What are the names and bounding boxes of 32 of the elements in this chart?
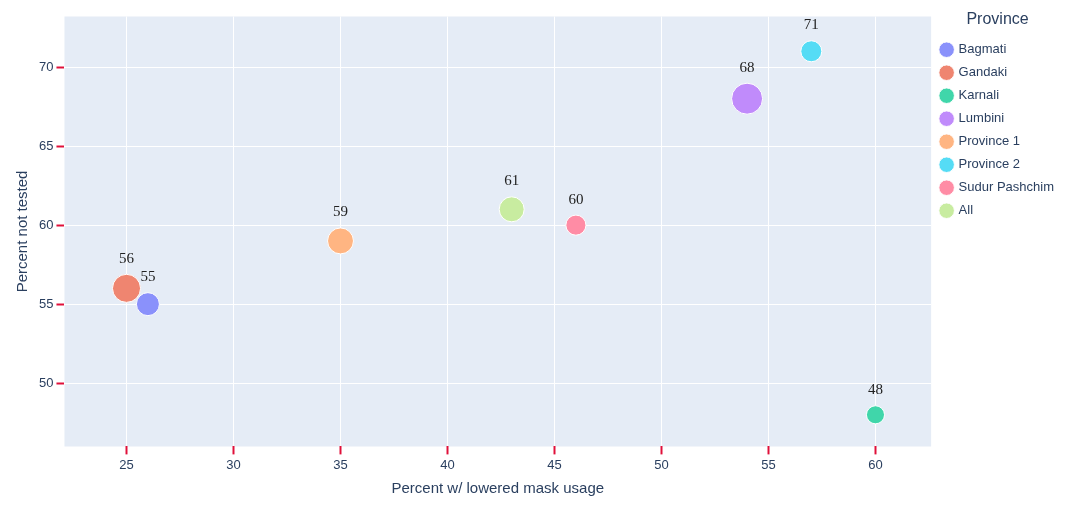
data-label: 48 [867,381,883,398]
y-tick-label: 70 [38,58,54,74]
x-tick-label: 45 [547,456,562,472]
x-axis-title: Percent w/ lowered mask usage [391,479,605,497]
y-axis-title: Percent not tested [13,170,31,293]
legend-label: Lumbini [958,110,1005,126]
y-tick-label: 65 [38,137,54,153]
data-label: 59 [333,203,349,220]
x-tick-label: 35 [333,456,348,472]
legend-label: Province 1 [958,133,1021,149]
data-label: 56 [119,249,135,266]
legend-label: Bagmati [958,41,1007,57]
data-label: 71 [803,16,819,33]
legend-label: Karnali [958,87,1000,103]
x-tick-label: 40 [440,456,455,472]
legend-label: All [958,202,974,218]
x-tick-label: 30 [226,456,241,472]
y-tick-label: 60 [38,216,54,232]
x-tick-label: 55 [761,456,776,472]
legend-label: Sudur Pashchim [958,179,1055,195]
x-tick-label: 60 [868,456,883,472]
legend-label: Gandaki [958,64,1008,80]
data-label: 55 [140,268,156,285]
legend-label: Province 2 [958,156,1021,172]
data-label: 68 [739,58,755,75]
y-tick-label: 50 [38,374,54,390]
data-label: 60 [568,190,584,207]
y-tick-label: 55 [38,295,54,311]
x-tick-label: 25 [119,456,134,472]
data-label: 61 [504,172,520,189]
legend-title: Province [966,10,1029,28]
x-tick-label: 50 [654,456,669,472]
